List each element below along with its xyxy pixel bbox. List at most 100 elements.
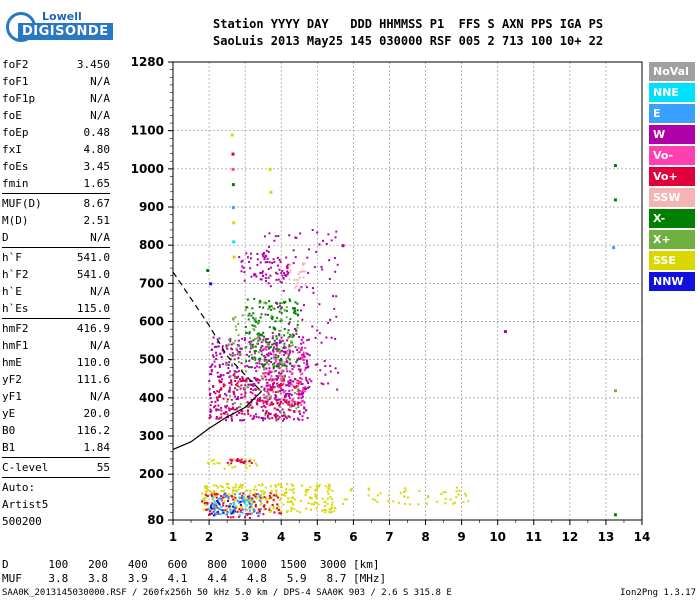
data-point: [281, 389, 284, 392]
data-point: [252, 385, 255, 388]
data-point: [291, 489, 294, 492]
data-point: [274, 356, 277, 359]
data-point: [229, 394, 232, 397]
data-point: [301, 390, 304, 393]
data-point: [320, 265, 323, 268]
data-point: [264, 313, 267, 316]
data-point: [209, 414, 212, 417]
data-point: [282, 375, 285, 378]
data-point: [213, 494, 216, 497]
data-point: [293, 311, 296, 314]
data-point: [263, 368, 266, 371]
data-point: [241, 259, 244, 262]
param-value: 1.65: [83, 177, 111, 190]
data-point: [299, 370, 302, 373]
data-point: [241, 511, 244, 514]
data-point: [291, 399, 294, 402]
param-row: fxI 4.80: [2, 141, 110, 158]
data-point: [250, 383, 253, 386]
data-point: [265, 273, 268, 276]
param-row: MUF(D) 8.67: [2, 195, 110, 212]
data-point: [285, 384, 288, 387]
param-row: hmE 110.0: [2, 354, 110, 371]
data-point: [257, 399, 260, 402]
data-point: [285, 401, 288, 404]
data-point: [232, 507, 235, 510]
data-point: [290, 340, 293, 343]
data-point: [263, 358, 266, 361]
data-point: [280, 483, 283, 486]
param-name: foF1p: [2, 92, 36, 105]
data-point: [272, 390, 275, 393]
data-point: [275, 399, 278, 402]
data-point: [295, 332, 298, 335]
data-point: [297, 346, 300, 349]
data-point: [249, 403, 252, 406]
legend-item-x: X-: [649, 209, 695, 228]
data-point: [289, 370, 292, 373]
data-point: [272, 349, 275, 352]
data-point: [265, 499, 268, 502]
data-point: [224, 393, 227, 396]
data-point: [304, 489, 307, 492]
data-point: [247, 318, 250, 321]
data-point: [218, 337, 221, 340]
data-point: [269, 496, 272, 499]
data-point: [256, 337, 259, 340]
data-point: [225, 513, 228, 516]
data-point: [306, 256, 309, 259]
param-row: foEp 0.48: [2, 124, 110, 141]
data-point: [292, 380, 295, 383]
data-point: [244, 508, 247, 511]
data-point: [257, 339, 260, 342]
data-point: [262, 493, 265, 496]
data-point: [257, 493, 260, 496]
param-divider: [2, 457, 110, 458]
data-point: [436, 500, 439, 503]
data-point: [266, 313, 269, 316]
data-point: [243, 271, 246, 274]
data-point: [263, 508, 266, 511]
data-point: [235, 490, 238, 493]
data-point: [244, 458, 247, 461]
data-point: [282, 414, 285, 417]
data-point: [216, 486, 219, 489]
data-point: [249, 337, 252, 340]
data-point: [210, 410, 213, 413]
data-point: [233, 354, 236, 357]
data-point: [278, 348, 281, 351]
data-point: [259, 261, 262, 264]
data-point: [281, 375, 284, 378]
data-point: [252, 316, 255, 319]
data-point: [226, 362, 229, 365]
data-point: [234, 395, 237, 398]
data-point: [296, 390, 299, 393]
data-point: [294, 301, 297, 304]
data-point: [297, 357, 300, 360]
data-point: [213, 505, 216, 508]
data-point: [230, 347, 233, 350]
param-name: 500200: [2, 515, 42, 528]
data-point: [267, 373, 270, 376]
data-point: [463, 492, 466, 495]
data-point: [249, 343, 252, 346]
data-point: [254, 337, 257, 340]
data-point: [270, 357, 273, 360]
param-name: h`E: [2, 285, 22, 298]
data-point: [330, 498, 333, 501]
data-point: [307, 488, 310, 491]
param-row: Artist5: [2, 496, 110, 513]
data-point: [316, 329, 319, 332]
data-point: [245, 353, 248, 356]
data-point: [455, 486, 458, 489]
data-point: [248, 507, 251, 510]
data-point: [268, 326, 271, 329]
data-point: [264, 356, 267, 359]
data-point: [255, 415, 258, 418]
param-name: Auto:: [2, 481, 36, 494]
data-point: [215, 345, 218, 348]
data-point: [275, 355, 278, 358]
data-point: [241, 265, 244, 268]
data-point: [315, 496, 318, 499]
